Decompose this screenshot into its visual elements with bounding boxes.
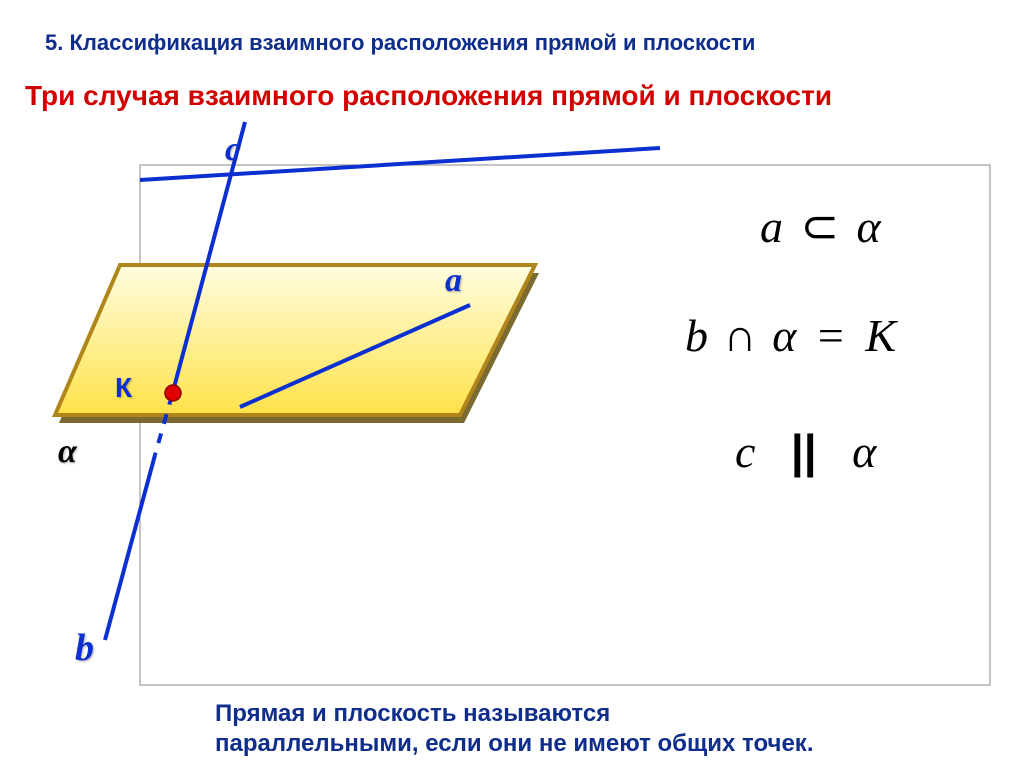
diagram-svg [0,0,1024,768]
definition-line2: параллельными, если они не имеют общих т… [215,730,814,758]
line-c [140,148,660,180]
formula3-parallel: || [767,425,841,477]
formula2-eq: = [808,310,854,361]
formula3-alpha: α [852,426,876,477]
definition-line1: Прямая и плоскость называются [215,700,610,728]
formula1-alpha: α [857,201,881,252]
point-label-k: К [115,372,132,404]
formula1-a: а [760,201,783,252]
formula2-alpha: α [772,310,796,361]
line-label-a: а [445,262,462,300]
line-label-c: с [225,131,240,169]
formula3-c: c [735,426,755,477]
formula2-op: ∩ [720,310,761,361]
formula-c-parallel-alpha: c || α [735,424,876,478]
plane-label-alpha: α [58,433,77,471]
formula1-op: ⊂ [795,201,846,252]
formula2-K: K [865,310,896,361]
formula2-b: b [685,310,708,361]
line-label-b: b [75,626,94,670]
formula-b-intersect-alpha: b ∩ α = K [685,309,896,362]
line-b-segment-bottom [105,455,155,640]
point-k [165,385,181,401]
formula-a-subset-alpha: а ⊂ α [760,199,881,253]
